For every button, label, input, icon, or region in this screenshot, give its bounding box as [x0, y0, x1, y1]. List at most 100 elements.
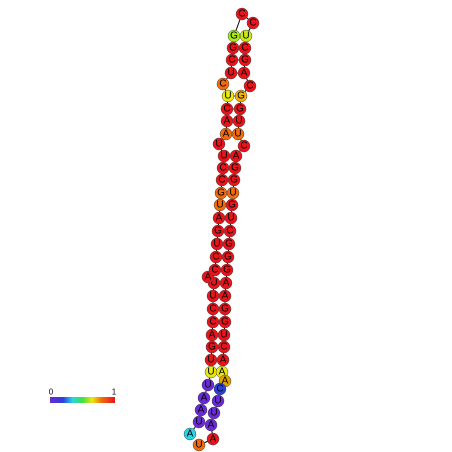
nucleotide-label: G: [229, 43, 237, 54]
nucleotide-label: U: [207, 355, 214, 366]
nucleotide: [192, 438, 206, 452]
nucleotide-label: G: [221, 304, 229, 315]
nucleotide-label: G: [231, 163, 239, 174]
nucleotide: [224, 211, 238, 225]
nucleotide-label: U: [215, 139, 222, 150]
nucleotide-label: C: [241, 43, 248, 54]
nucleotide-label: C: [212, 252, 219, 263]
nucleotide-label: G: [236, 104, 244, 115]
nucleotide-label: C: [226, 226, 233, 237]
nucleotide-label: A: [222, 376, 229, 387]
nucleotide: [221, 89, 235, 103]
nucleotide-label: A: [223, 278, 230, 289]
nucleotide: [227, 173, 241, 187]
nucleotide: [204, 418, 218, 432]
nucleotide-label: G: [214, 226, 222, 237]
nucleotide-label: U: [195, 440, 202, 451]
nucleotide-label: C: [216, 384, 223, 395]
nucleotide-label: G: [228, 200, 236, 211]
nucleotide-label: U: [213, 239, 220, 250]
nucleotide-label: U: [210, 408, 217, 419]
nucleotide: [218, 315, 232, 329]
nucleotide-label: C: [209, 317, 216, 328]
nucleotide-label: G: [237, 91, 245, 102]
nucleotide-label: U: [224, 91, 231, 102]
nucleotide: [237, 139, 251, 153]
nucleotide: [220, 102, 234, 116]
nucleotide: [231, 127, 245, 141]
nucleotide-label: C: [209, 304, 216, 315]
color-scale: [50, 397, 115, 403]
nucleotide-label: C: [249, 18, 256, 29]
nucleotide-label: A: [222, 291, 229, 302]
nucleotide-label: U: [209, 291, 216, 302]
nucleotide-label: U: [207, 367, 214, 378]
nucleotide: [218, 302, 232, 316]
nucleotide-label: C: [223, 104, 230, 115]
nucleotide-label: A: [208, 420, 215, 431]
nucleotide: [206, 432, 220, 446]
nucleotide: [213, 382, 227, 396]
nucleotide-label: G: [221, 317, 229, 328]
nucleotide: [225, 198, 239, 212]
nucleotide: [232, 114, 246, 128]
nucleotide-label: C: [238, 9, 245, 20]
nucleotide: [218, 289, 232, 303]
nucleotide-label: U: [229, 188, 236, 199]
nucleotide: [220, 263, 234, 277]
nucleotide: [212, 137, 226, 151]
nucleotide: [238, 53, 252, 67]
nucleotide-label: G: [217, 188, 225, 199]
nucleotide-label: C: [218, 175, 225, 186]
nucleotide: [222, 237, 236, 251]
nucleotide: [192, 415, 206, 429]
nucleotide: [216, 77, 230, 91]
nucleotide-label: G: [225, 239, 233, 250]
nucleotide: [211, 394, 225, 408]
nucleotide-label: G: [241, 55, 249, 66]
nucleotide-label: A: [209, 330, 216, 341]
nucleotide: [221, 250, 235, 264]
nucleotide-label: A: [205, 272, 212, 283]
nucleotide: [183, 427, 197, 441]
nucleotide-label: U: [227, 213, 234, 224]
nucleotide: [207, 406, 221, 420]
nucleotide-label: A: [223, 129, 230, 140]
nucleotide: [217, 340, 231, 354]
nucleotide-label: C: [219, 163, 226, 174]
nucleotide: [243, 79, 257, 93]
nucleotide: [246, 16, 260, 30]
nucleotide-label: G: [223, 265, 231, 276]
nucleotide-label: A: [241, 68, 248, 79]
nucleotide-label: C: [219, 79, 226, 90]
nucleotide-label: U: [227, 68, 234, 79]
nucleotide-label: U: [235, 116, 242, 127]
nucleotide: [219, 276, 233, 290]
nucleotide-label: A: [216, 213, 223, 224]
nucleotide: [223, 224, 237, 238]
nucleotide-label: U: [220, 151, 227, 162]
nucleotide-label: A: [220, 355, 227, 366]
nucleotide-label: U: [210, 278, 217, 289]
nucleotide-label: G: [224, 252, 232, 263]
nucleotide: [224, 66, 238, 80]
nucleotide-label: A: [198, 405, 205, 416]
nucleotide-label: A: [224, 116, 231, 127]
nucleotide-label: U: [220, 330, 227, 341]
nucleotide-label: G: [230, 175, 238, 186]
nucleotide: [237, 66, 251, 80]
nucleotide-label: U: [214, 396, 221, 407]
nucleotide-label: G: [230, 31, 238, 42]
nucleotide-label: C: [211, 265, 218, 276]
nucleotide-label: G: [208, 342, 216, 353]
nucleotide-label: U: [242, 31, 249, 42]
nucleotide-label: A: [210, 434, 217, 445]
nucleotide-label: A: [187, 429, 194, 440]
nucleotide-label: U: [216, 200, 223, 211]
nucleotide: [194, 403, 208, 417]
nucleotide-label: C: [228, 55, 235, 66]
scale-min: 0: [49, 388, 54, 397]
nucleotide: [235, 7, 249, 21]
nucleotide-label: C: [246, 81, 253, 92]
